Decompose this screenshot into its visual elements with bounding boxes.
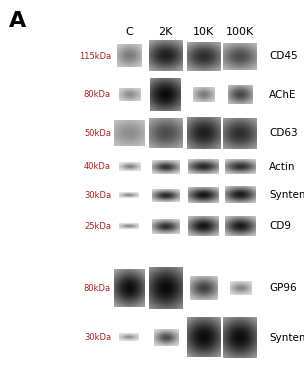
Text: 30kDa: 30kDa xyxy=(84,333,111,342)
Text: 2K: 2K xyxy=(158,27,173,37)
Text: AChE: AChE xyxy=(269,90,296,100)
Text: 50kDa: 50kDa xyxy=(84,129,111,138)
Text: CD45: CD45 xyxy=(269,51,298,61)
Text: 30kDa: 30kDa xyxy=(84,191,111,200)
Text: 80kDa: 80kDa xyxy=(84,90,111,99)
Text: 80kDa: 80kDa xyxy=(84,284,111,293)
Text: A: A xyxy=(9,11,26,31)
Text: 100K: 100K xyxy=(226,27,254,37)
Text: C: C xyxy=(125,27,133,37)
Text: 40kDa: 40kDa xyxy=(84,162,111,171)
Text: CD63: CD63 xyxy=(269,129,298,138)
Text: Syntenin-1: Syntenin-1 xyxy=(269,333,304,342)
Text: GP96: GP96 xyxy=(269,284,297,293)
Text: 115kDa: 115kDa xyxy=(79,52,111,61)
Text: CD9: CD9 xyxy=(269,221,291,231)
Text: 10K: 10K xyxy=(193,27,214,37)
Text: Actin: Actin xyxy=(269,162,295,172)
Text: Syntenin-1: Syntenin-1 xyxy=(269,190,304,200)
Text: 25kDa: 25kDa xyxy=(84,222,111,231)
